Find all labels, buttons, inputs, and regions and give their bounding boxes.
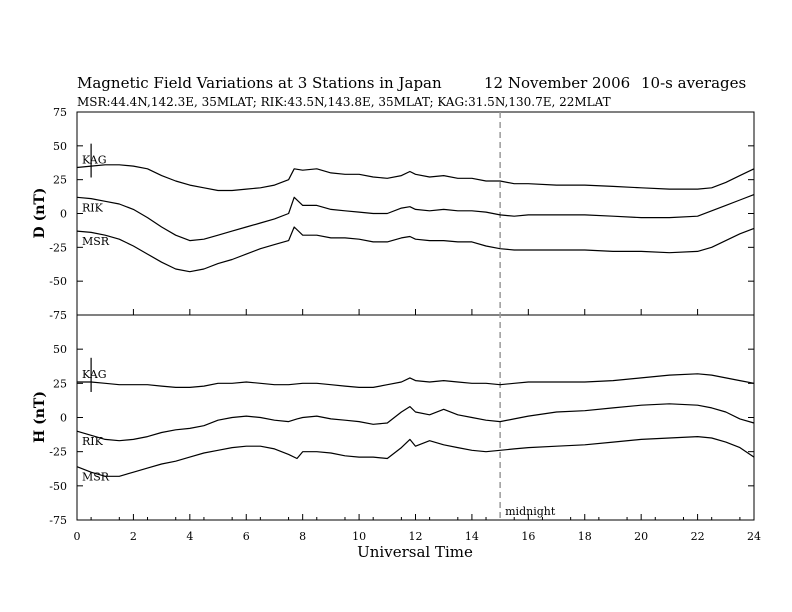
chart-dynamic-layer: 0 2 4 6 8 10 12 14 16 18 20 22 247550250-25-50-75KAG… bbox=[49, 106, 761, 543]
h-series-msr bbox=[76, 436, 755, 477]
x-axis-title: Universal Time bbox=[357, 543, 473, 561]
x-tick-label-24: 24 bbox=[747, 530, 761, 543]
chart-date: 12 November 2006 bbox=[484, 74, 630, 92]
h-station-label-kag: KAG bbox=[82, 368, 107, 381]
d-y-tick-label-50: 50 bbox=[53, 140, 67, 153]
chart-subtitle-stations: MSR:44.4N,142.3E, 35MLAT; RIK:43.5N,143.… bbox=[77, 95, 611, 109]
d-station-label-kag: KAG bbox=[82, 153, 107, 166]
h-series-kag bbox=[77, 373, 755, 388]
h-y-tick-label--75: -75 bbox=[49, 514, 67, 527]
d-series-kag bbox=[76, 164, 755, 192]
chart-averaging-note: 10-s averages bbox=[641, 74, 746, 92]
h-station-label-msr: MSR bbox=[82, 471, 110, 484]
x-tick-label-8: 8 bbox=[299, 530, 306, 543]
x-tick-label-0: 0 bbox=[74, 530, 81, 543]
h-y-tick-label-25: 25 bbox=[53, 377, 67, 390]
d-y-tick-label--75: -75 bbox=[49, 309, 67, 322]
d-y-tick-label--25: -25 bbox=[49, 241, 67, 254]
x-tick-label-16: 16 bbox=[521, 530, 535, 543]
d-y-tick-label-0: 0 bbox=[60, 208, 67, 221]
h-y-tick-label-50: 50 bbox=[53, 343, 67, 356]
d-y-tick-label-75: 75 bbox=[53, 106, 67, 119]
x-tick-label-14: 14 bbox=[465, 530, 479, 543]
midnight-label: midnight bbox=[505, 505, 556, 518]
h-y-tick-label--50: -50 bbox=[49, 480, 67, 493]
x-tick-label-18: 18 bbox=[578, 530, 592, 543]
x-tick-label-22: 22 bbox=[691, 530, 705, 543]
chart-title: Magnetic Field Variations at 3 Stations … bbox=[77, 74, 442, 92]
x-tick-label-12: 12 bbox=[409, 530, 423, 543]
x-tick-label-20: 20 bbox=[634, 530, 648, 543]
h-y-tick-label--25: -25 bbox=[49, 446, 67, 459]
h-panel-ylabel: H (nT) bbox=[32, 391, 48, 443]
x-tick-label-6: 6 bbox=[243, 530, 250, 543]
d-series-msr bbox=[76, 226, 755, 273]
h-y-tick-label-0: 0 bbox=[60, 412, 67, 425]
d-panel-ylabel: D (nT) bbox=[32, 188, 48, 239]
h-station-label-rik: RIK bbox=[82, 435, 104, 448]
x-tick-label-2: 2 bbox=[130, 530, 137, 543]
d-y-tick-label--50: -50 bbox=[49, 275, 67, 288]
x-tick-label-4: 4 bbox=[186, 530, 193, 543]
d-station-label-msr: MSR bbox=[82, 235, 110, 248]
d-series-rik bbox=[76, 194, 755, 242]
x-tick-label-10: 10 bbox=[352, 530, 366, 543]
d-y-tick-label-25: 25 bbox=[53, 174, 67, 187]
d-station-label-rik: RIK bbox=[82, 201, 104, 214]
h-series-rik bbox=[76, 403, 755, 442]
